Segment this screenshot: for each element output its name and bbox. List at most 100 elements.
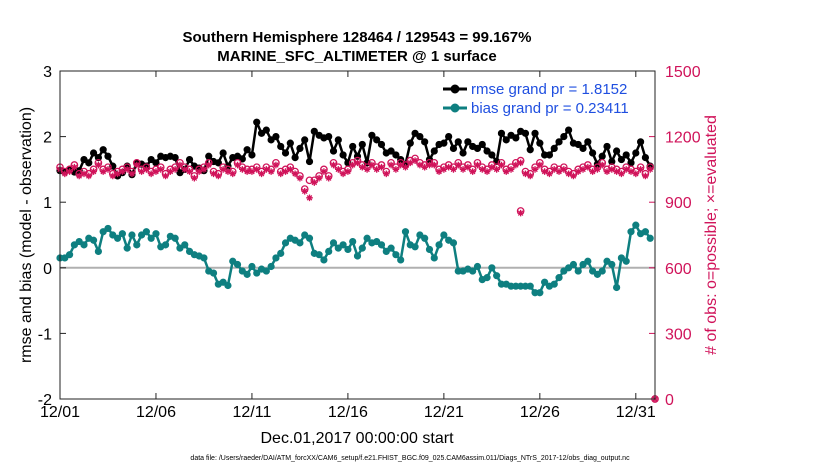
rmse-point	[104, 152, 112, 160]
rmse-point	[473, 144, 482, 153]
evaluated_obs-point	[517, 159, 524, 167]
bias-point	[401, 228, 410, 236]
evaluated_obs-point	[541, 168, 548, 175]
rmse-point	[248, 151, 256, 159]
rmse-point	[536, 139, 544, 147]
evaluated_obs-point	[435, 168, 443, 175]
evaluated_obs-point	[234, 161, 241, 169]
bias-point	[392, 251, 400, 259]
evaluated_obs-point	[627, 168, 635, 175]
bias-point	[421, 234, 429, 242]
evaluated_obs-point	[589, 168, 596, 175]
evaluated_obs-point	[498, 161, 505, 169]
bias-point	[555, 274, 563, 282]
rmse-point	[85, 159, 93, 167]
evaluated_obs-point	[517, 209, 524, 217]
evaluated_obs-point	[478, 166, 486, 173]
evaluated_obs-point	[546, 170, 553, 178]
evaluated_obs-point	[301, 187, 309, 195]
rmse-point	[406, 139, 414, 147]
evaluated_obs-point	[416, 161, 424, 169]
evaluated_obs-point	[522, 170, 529, 178]
bias-point	[209, 269, 218, 277]
evaluated_obs-point	[291, 170, 299, 178]
rmse-point	[291, 153, 299, 162]
evaluated_obs-point	[445, 163, 452, 171]
evaluated_obs-point	[296, 174, 304, 182]
x-tick-label: 12/26	[520, 404, 560, 421]
evaluated_obs-point	[502, 168, 510, 175]
bias-point	[598, 267, 606, 275]
evaluated_obs-point	[171, 166, 179, 173]
bias-point	[541, 278, 549, 286]
rmse-point	[579, 144, 587, 153]
rmse-point	[89, 149, 98, 157]
bias-point	[281, 239, 290, 247]
y-tick-label: 2	[43, 130, 52, 147]
bias-point	[325, 247, 333, 255]
bias-point	[104, 224, 112, 233]
x-tick-labels: 12/01 12/06 12/11 12/16 12/21 12/26 12/31	[40, 404, 656, 421]
rmse-point	[281, 149, 290, 157]
evaluated_obs-point	[119, 168, 126, 175]
evaluated_obs-point	[507, 166, 515, 173]
evaluated_obs-point	[469, 168, 476, 175]
evaluated_obs-point	[114, 170, 121, 178]
rmse-line	[59, 120, 652, 178]
bias-point	[641, 228, 650, 236]
y2-tick-label: 0	[665, 392, 674, 409]
bias-point	[248, 262, 256, 271]
bias-point	[123, 244, 131, 252]
bias-point	[272, 254, 280, 262]
evaluated_obs-point	[430, 161, 438, 169]
evaluated_obs-point	[157, 166, 165, 173]
bias-point	[526, 282, 534, 290]
evaluated_obs-point	[258, 170, 265, 178]
evaluated_obs-point	[392, 166, 400, 173]
evaluated_obs-point	[450, 166, 457, 173]
legend-entry-bias: bias grand pr = 0.23411	[471, 100, 629, 117]
x-tick-label: 12/21	[424, 404, 464, 421]
evaluated_obs-point	[574, 168, 582, 175]
bias-point	[65, 251, 74, 259]
plot-frame	[59, 70, 656, 400]
rmse-point	[387, 147, 395, 155]
evaluated_obs-point	[642, 172, 649, 180]
evaluated_obs-point	[488, 163, 496, 171]
bias-point	[233, 260, 242, 269]
bias-point	[363, 234, 371, 242]
bias-point	[344, 245, 352, 254]
rmse-point	[445, 133, 453, 141]
evaluated_obs-point	[66, 168, 73, 175]
bias-point	[349, 237, 357, 246]
evaluated_obs-point	[387, 161, 395, 169]
evaluated_obs-point	[99, 168, 107, 175]
evaluated_obs-point	[344, 168, 352, 175]
evaluated_obs-point	[80, 170, 88, 178]
evaluated_obs-point	[229, 170, 237, 178]
bias-point	[584, 257, 592, 265]
bias-point	[147, 234, 155, 242]
bias-point	[411, 243, 419, 251]
rmse-point	[373, 136, 381, 144]
bias-point	[89, 236, 98, 244]
rmse-point	[272, 133, 280, 141]
legend-marker-rmse	[450, 84, 460, 94]
series-layer	[56, 118, 659, 403]
evaluated_obs-point	[248, 168, 256, 175]
evaluated_obs-point	[335, 166, 342, 173]
x-tick-label: 12/06	[136, 404, 176, 421]
evaluated_obs-point	[474, 161, 481, 169]
y2-tick-labels: 0 300 600 900 1200 1500	[665, 64, 701, 409]
bias-point	[224, 281, 232, 290]
evaluated_obs-point	[373, 166, 380, 173]
bias-point	[440, 231, 448, 239]
evaluated_obs-point	[378, 163, 385, 171]
evaluated_obs-point	[243, 168, 251, 175]
evaluated_obs-point	[349, 161, 357, 169]
bias-point	[118, 230, 126, 238]
evaluated_obs-point	[459, 166, 467, 173]
y-tick-label: -2	[38, 392, 52, 409]
rmse-point	[185, 155, 194, 164]
y2-axis-label: # of obs: o=possible; ×=evaluated	[703, 115, 720, 355]
